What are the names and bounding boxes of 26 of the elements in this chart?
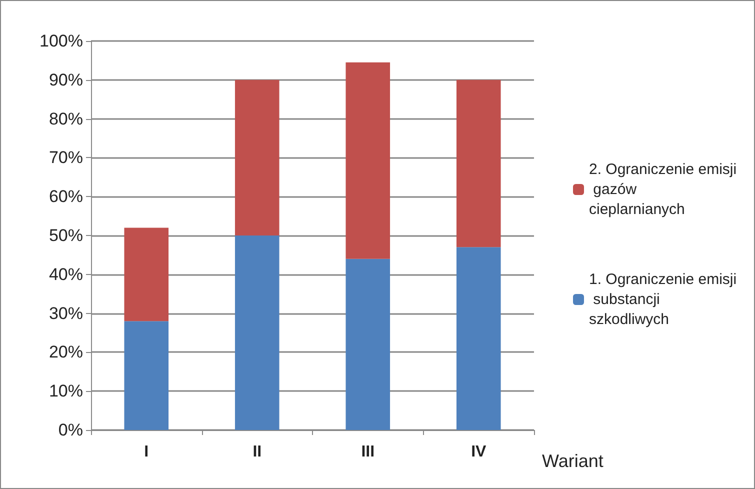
y-tick-label: 40% (48, 264, 83, 284)
bar (234, 236, 280, 430)
y-tick-label: 100% (40, 32, 83, 50)
y-tick-label: 10% (48, 382, 83, 401)
y-tick-label: 70% (48, 148, 83, 168)
x-tick-label: III (361, 444, 375, 460)
y-tick-label: 60% (48, 187, 83, 206)
y-tick-label: 30% (48, 304, 83, 323)
y-tick-label: 90% (48, 70, 83, 90)
x-axis-title: Wariant (542, 451, 604, 471)
bar (456, 80, 501, 248)
bar (346, 258, 390, 430)
x-tick-label: IV (471, 444, 487, 460)
legend-label: 1. Ograniczenie emisji substancji szkodliwych (589, 271, 737, 328)
bar (124, 228, 169, 322)
x-tick-label: I (144, 444, 149, 460)
x-tick-label: II (252, 444, 262, 460)
y-tick-label: 50% (48, 226, 83, 245)
bar (456, 247, 501, 430)
y-tick-label: 0% (58, 420, 83, 440)
y-tick-label: 80% (48, 109, 83, 128)
bar (346, 62, 390, 259)
bar (124, 321, 169, 430)
y-tick-label: 20% (48, 342, 83, 362)
bar (234, 80, 280, 236)
legend-label: 2. Ograniczenie emisji gazów cieplarnianych (589, 161, 737, 218)
